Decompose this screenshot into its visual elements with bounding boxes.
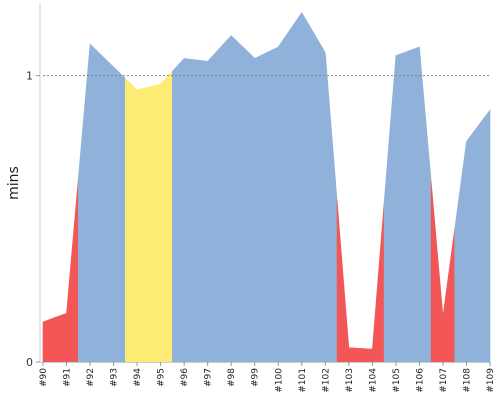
build-band-98 — [219, 35, 244, 363]
build-band-106 — [407, 46, 432, 363]
build-band-105 — [383, 50, 408, 363]
build-band-96 — [172, 58, 197, 363]
x-tick-label: #90 — [39, 368, 49, 387]
build-band-101 — [289, 12, 314, 363]
x-tick-label: #98 — [227, 368, 237, 387]
x-tick-label: #105 — [392, 368, 402, 393]
status-bands — [42, 12, 491, 363]
y-tick-label: 1 — [26, 70, 33, 83]
build-band-107 — [430, 181, 456, 363]
y-tick-label: 0 — [26, 356, 33, 369]
build-band-102 — [313, 31, 338, 363]
x-tick-label: #107 — [439, 368, 449, 393]
x-tick-label: #92 — [86, 368, 96, 387]
build-band-109 — [477, 109, 491, 363]
x-tick-label: #102 — [321, 368, 331, 393]
x-tick-label: #106 — [415, 368, 425, 393]
x-tick-label: #104 — [368, 368, 378, 393]
build-band-97 — [195, 47, 220, 363]
x-tick-label: #103 — [345, 368, 355, 393]
build-band-93 — [101, 54, 126, 363]
x-tick-label: #109 — [486, 368, 496, 393]
x-tick-label: #97 — [204, 368, 214, 387]
x-ticks: #90 #91 #92 #93 #94 #95 #96 #97 #98 #99 #100 #101 #1… — [39, 362, 496, 393]
x-tick-label: #101 — [298, 368, 308, 393]
x-tick-label: #94 — [133, 368, 143, 387]
build-band-92 — [77, 43, 103, 363]
y-axis-label: mins — [6, 166, 22, 200]
y-ticks: 01 — [26, 70, 40, 369]
build-band-100 — [266, 28, 291, 363]
build-band-91 — [54, 178, 79, 363]
x-tick-label: #100 — [274, 368, 284, 393]
x-tick-label: #108 — [462, 368, 472, 393]
build-band-90 — [42, 317, 56, 363]
build-band-95 — [148, 70, 173, 363]
x-tick-label: #95 — [157, 368, 167, 387]
build-band-94 — [125, 77, 150, 363]
build-band-99 — [242, 46, 267, 363]
build-band-104 — [360, 202, 385, 363]
build-band-108 — [454, 124, 479, 363]
build-band-103 — [336, 200, 361, 363]
x-tick-label: #96 — [180, 368, 190, 387]
x-tick-label: #99 — [251, 368, 261, 387]
x-tick-label: #93 — [110, 368, 120, 387]
x-tick-label: #91 — [63, 368, 73, 387]
